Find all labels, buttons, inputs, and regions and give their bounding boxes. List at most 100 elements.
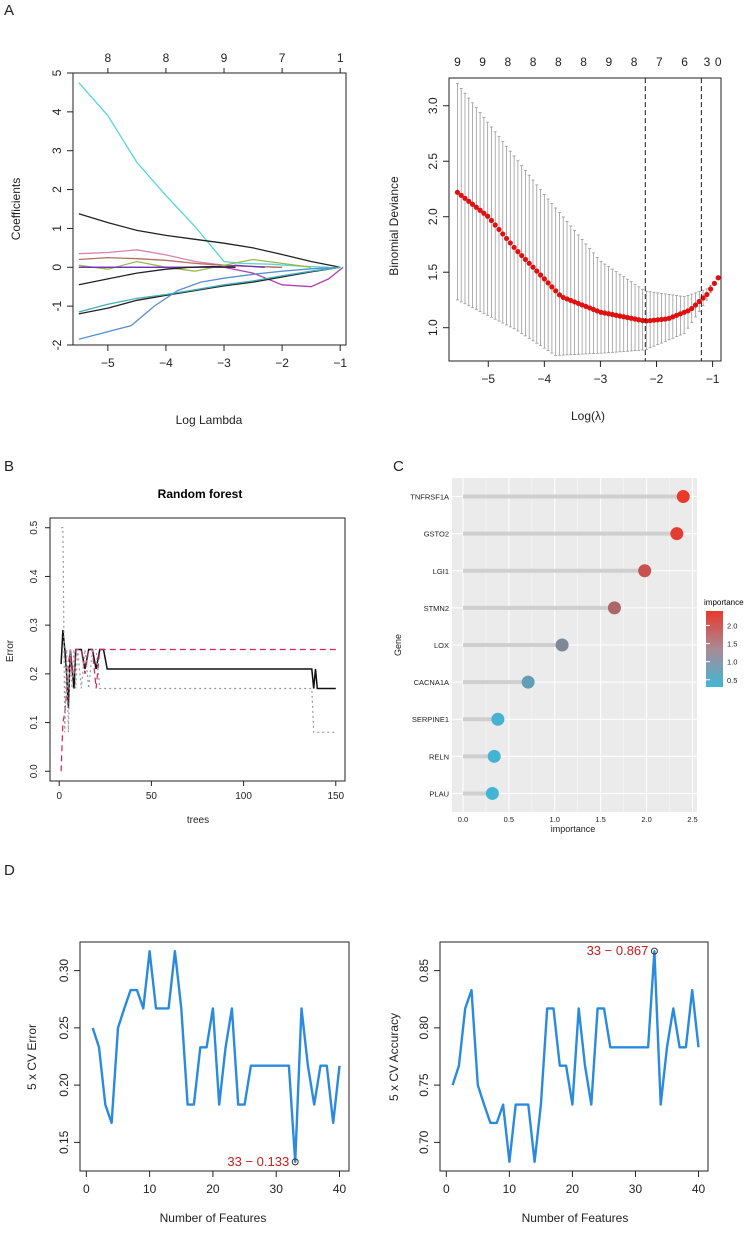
cv-point (534, 268, 540, 274)
lasso-coef-series (78, 82, 344, 340)
cv-point (530, 264, 536, 270)
coef-path-purple (78, 264, 265, 268)
cv-xtick-label: 20 (566, 1182, 580, 1196)
imp-gene-label: LGI1 (433, 567, 449, 576)
rf-ylabel: Error (5, 639, 16, 662)
coef-xtick-label: −5 (101, 356, 115, 370)
cv-best-marker (650, 947, 658, 955)
cv-xtick-label: 40 (333, 1182, 347, 1196)
cv-ytick-label: 0.30 (57, 959, 71, 983)
rf-ytick-label: 0.0 (29, 764, 40, 778)
lasso-cv-chart: −5 −4 −3 −2 −1 1.0 1.5 2.0 2.5 3.0 9 9 8 8 8 8 9 8 7 6 3 0 Lo… (387, 55, 722, 423)
cv-point (556, 292, 563, 298)
cv-line (451, 950, 700, 1163)
coef-path-black3 (78, 265, 236, 286)
cv-toptick-label: 8 (580, 55, 587, 69)
cv-point (485, 213, 491, 219)
lasso-cv-points (454, 78, 721, 361)
imp-gene-label: RELN (429, 752, 449, 761)
cv-xtick-label: 40 (692, 1182, 706, 1196)
cv-point (685, 308, 691, 314)
svm-error-frame (79, 941, 350, 1172)
cv-point (473, 204, 479, 210)
imp-gene-label: GSTO2 (424, 530, 449, 539)
svm-accuracy-xlabel: Number of Features (522, 1211, 629, 1225)
coef-ytick-label: -2 (50, 339, 64, 350)
cv-point (496, 226, 502, 233)
cv-xtick-label: −3 (594, 372, 608, 386)
cv-point (466, 198, 472, 204)
svm-error-chart: 33 − 0.133 0 10 20 30 40 0.15 0.20 0.25 0.30 Num… (25, 941, 350, 1225)
cv-ytick-label: 3.0 (426, 97, 440, 114)
coef-path-black2 (78, 266, 341, 315)
svm-accuracy-axes: 0 10 20 30 40 0.70 0.75 0.80 0.85 (417, 959, 706, 1196)
panel-label-a: A (4, 2, 14, 19)
cv-xtick-label: −2 (650, 372, 664, 386)
cv-best-marker (291, 1158, 299, 1166)
cv-point (519, 252, 525, 259)
svm-accuracy-series: 33 − 0.867 (451, 943, 700, 1163)
cv-point (689, 305, 695, 312)
cv-line (91, 950, 341, 1163)
rf-ytick-label: 0.4 (29, 569, 40, 583)
cv-toptick-label: 8 (631, 55, 638, 69)
imp-legend-label: 1.0 (727, 658, 737, 667)
svm-accuracy-ylabel: 5 x CV Accuracy (387, 1013, 401, 1101)
cv-xtick-label: 10 (503, 1182, 517, 1196)
coef-ytick-label: 1 (50, 225, 64, 232)
cv-ytick-label: 0.70 (417, 1130, 431, 1154)
cv-xtick-label: 10 (143, 1182, 157, 1196)
imp-xtick-label: 1.0 (550, 815, 560, 824)
coef-toptick-label: 8 (163, 51, 170, 65)
imp-dot-STMN2 (607, 601, 621, 615)
imp-xtick-label: 1.5 (595, 815, 605, 824)
panel-label-d: D (4, 862, 15, 879)
svm-error-series: 33 − 0.133 (91, 950, 341, 1169)
lasso-coef-chart: −5 −4 −3 −2 −1 -2 -1 0 1 2 3 4 5 8 8 9 7 1 Log Lambda Coe… (9, 51, 347, 427)
imp-dot-RELN (487, 749, 501, 763)
cv-best-annotation: 33 − 0.133 (227, 1154, 289, 1169)
rf-axes: 0 50 100 150 0.0 0.1 0.2 0.3 0.4 0.5 (29, 520, 345, 802)
rf-series (60, 527, 336, 772)
coef-ytick-label: 0 (50, 264, 64, 271)
cv-xtick-label: 0 (83, 1182, 90, 1196)
rf-line-class2 (61, 527, 336, 733)
imp-dot-CACNA1A (521, 675, 535, 689)
rf-xtick-label: 50 (146, 791, 158, 802)
coef-path-blue (78, 266, 341, 340)
cv-toptick-label: 8 (555, 55, 562, 69)
rf-xtick-label: 150 (327, 791, 344, 802)
lasso-coef-xlabel: Log Lambda (176, 413, 243, 427)
coef-xtick-label: −1 (333, 356, 347, 370)
cv-xtick-label: 30 (270, 1182, 284, 1196)
imp-dot-LGI1 (638, 564, 652, 578)
cv-ytick-label: 0.85 (417, 959, 431, 983)
cv-ytick-label: 1.0 (426, 319, 440, 336)
coef-xtick-label: −2 (275, 356, 289, 370)
cv-point (469, 201, 476, 207)
cv-toptick-label: 9 (454, 55, 461, 69)
imp-gene-label: PLAU (429, 789, 449, 798)
cv-point (692, 302, 699, 308)
cv-point (522, 256, 529, 263)
importance-legend: importance 2.0 1.5 1.0 0.5 (704, 598, 744, 687)
imp-dot-LOX (555, 638, 569, 652)
cv-point (640, 317, 646, 324)
imp-legend-label: 0.5 (727, 676, 737, 685)
cv-point (503, 235, 510, 242)
cv-ytick-label: 2.5 (426, 153, 440, 170)
cv-xtick-label: −1 (706, 372, 720, 386)
cv-point (541, 276, 547, 282)
imp-gene-label: CACNA1A (414, 678, 449, 687)
cv-point (511, 244, 517, 251)
cv-point (458, 192, 464, 198)
coef-ytick-label: -1 (50, 300, 64, 311)
cv-toptick-label: 3 (704, 55, 711, 69)
importance-legend-title: importance (704, 598, 744, 607)
imp-legend-label: 1.5 (727, 640, 737, 649)
imp-dot-TNFRSF1A (676, 490, 690, 504)
coef-ytick-label: 5 (50, 69, 64, 76)
importance-legend-colorbar (706, 611, 723, 687)
imp-gene-label: TNFRSF1A (410, 493, 449, 502)
